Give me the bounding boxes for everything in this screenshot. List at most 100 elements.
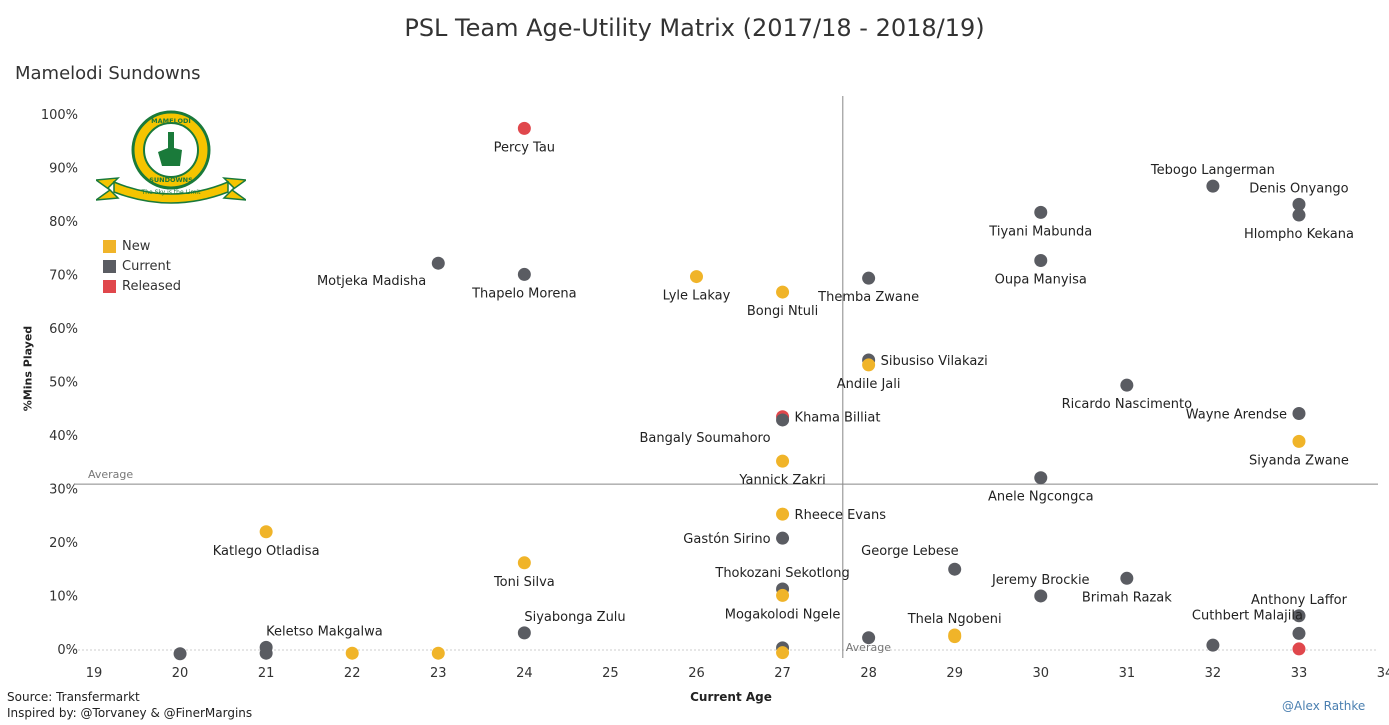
data-point[interactable] xyxy=(1292,434,1306,448)
legend-swatch-current xyxy=(103,260,116,273)
x-tick-label: 19 xyxy=(86,666,103,681)
data-point[interactable] xyxy=(173,647,187,661)
data-point[interactable] xyxy=(776,646,790,660)
author-credit[interactable]: @Alex Rathke xyxy=(1282,699,1366,713)
data-point[interactable] xyxy=(776,285,790,299)
data-point[interactable] xyxy=(517,626,531,640)
source-note: Source: Transfermarkt Inspired by: @Torv… xyxy=(7,689,252,721)
point-label: Mogakolodi Ngele xyxy=(725,607,841,622)
team-subtitle: Mamelodi Sundowns xyxy=(15,63,201,84)
data-point[interactable] xyxy=(517,267,531,281)
x-tick-label: 33 xyxy=(1291,666,1308,681)
data-point[interactable] xyxy=(1292,197,1306,211)
data-point[interactable] xyxy=(862,631,876,645)
data-point[interactable] xyxy=(259,525,273,539)
points-group: Percy Tau Tebogo Langerman Denis Onyango Hl… xyxy=(173,121,1354,661)
data-point[interactable] xyxy=(517,556,531,570)
point-label: Motjeka Madisha xyxy=(317,274,426,289)
data-point[interactable] xyxy=(1206,638,1220,652)
club-logo: MAMELODI SUNDOWNS The Sky is the Limit xyxy=(96,110,246,204)
data-point[interactable] xyxy=(517,121,531,135)
data-point[interactable] xyxy=(345,646,359,660)
y-tick-label: 70% xyxy=(49,269,78,284)
point-label: Katlego Otladisa xyxy=(213,544,320,559)
y-tick-label: 40% xyxy=(49,429,78,444)
point-label: Wayne Arendse xyxy=(1186,408,1287,423)
x-tick-label: 22 xyxy=(344,666,361,681)
data-point[interactable] xyxy=(1292,609,1306,623)
point-label: Denis Onyango xyxy=(1249,181,1348,196)
logo-ribbon-text: The Sky is the Limit xyxy=(141,189,202,196)
legend-item-current[interactable]: Current xyxy=(103,259,171,274)
point-label: George Lebese xyxy=(861,544,959,559)
data-point[interactable] xyxy=(1034,589,1048,603)
data-point[interactable] xyxy=(948,630,962,644)
point-label: Percy Tau xyxy=(494,140,555,155)
logo-bottom-text: SUNDOWNS xyxy=(149,176,193,184)
x-tick-label: 25 xyxy=(602,666,619,681)
data-point[interactable] xyxy=(1120,571,1134,585)
data-point[interactable] xyxy=(1034,205,1048,219)
legend-label-current: Current xyxy=(122,259,171,274)
legend-swatch-new xyxy=(103,240,116,253)
data-point[interactable] xyxy=(862,271,876,285)
data-point[interactable] xyxy=(1120,378,1134,392)
point-label: Brimah Razak xyxy=(1082,590,1172,605)
data-point[interactable] xyxy=(1292,208,1306,222)
data-point[interactable] xyxy=(776,588,790,602)
data-point[interactable] xyxy=(776,507,790,521)
x-axis-title: Current Age xyxy=(690,690,772,704)
source-line: Source: Transfermarkt xyxy=(7,690,140,704)
data-point[interactable] xyxy=(431,646,445,660)
legend-swatch-released xyxy=(103,280,116,293)
legend-label-released: Released xyxy=(122,279,182,294)
point-label: Thapelo Morena xyxy=(471,286,577,301)
legend-label-new: New xyxy=(122,239,151,254)
point-label: Anele Ngcongca xyxy=(988,490,1094,505)
data-point[interactable] xyxy=(948,562,962,576)
legend-item-released[interactable]: Released xyxy=(103,279,181,294)
logo-ribbon-right xyxy=(222,177,246,201)
point-label: Tebogo Langerman xyxy=(1150,163,1275,178)
point-label: Bangaly Soumahoro xyxy=(639,431,770,446)
point-label: Sibusiso Vilakazi xyxy=(881,354,988,369)
point-label: Khama Billiat xyxy=(795,411,881,426)
y-tick-label: 50% xyxy=(49,376,78,391)
data-point[interactable] xyxy=(259,646,273,660)
logo-ribbon xyxy=(113,180,229,204)
point-label: Hlompho Kekana xyxy=(1244,227,1354,242)
hand-icon xyxy=(158,132,182,166)
x-tick-label: 20 xyxy=(172,666,189,681)
point-label: Thokozani Sekotlong xyxy=(714,566,849,581)
y-tick-label: 60% xyxy=(49,322,78,337)
data-point[interactable] xyxy=(1034,471,1048,485)
legend-item-new[interactable]: New xyxy=(103,239,150,254)
point-label: Rheece Evans xyxy=(795,508,887,523)
data-point[interactable] xyxy=(1292,407,1306,421)
point-label: Siyabonga Zulu xyxy=(524,610,625,625)
y-tick-label: 90% xyxy=(49,162,78,177)
data-point[interactable] xyxy=(776,454,790,468)
chart-title: PSL Team Age-Utility Matrix (2017/18 - 2… xyxy=(404,14,985,42)
x-tick-label: 29 xyxy=(946,666,963,681)
data-point[interactable] xyxy=(776,531,790,545)
data-point[interactable] xyxy=(689,270,703,284)
logo-ribbon-left xyxy=(96,177,120,201)
data-point[interactable] xyxy=(1206,179,1220,193)
x-tick-label: 31 xyxy=(1119,666,1136,681)
point-label: Toni Silva xyxy=(493,575,555,590)
point-label: Gastón Sirino xyxy=(683,532,770,547)
x-tick-label: 30 xyxy=(1032,666,1049,681)
data-point[interactable] xyxy=(776,413,790,427)
data-point[interactable] xyxy=(1034,254,1048,268)
average-label-horizontal: Average xyxy=(88,468,133,481)
x-tick-label: 24 xyxy=(516,666,533,681)
data-point[interactable] xyxy=(1292,642,1306,656)
logo-top-text: MAMELODI xyxy=(151,117,191,125)
data-point[interactable] xyxy=(431,256,445,270)
point-label: Keletso Makgalwa xyxy=(266,624,383,639)
axes-group: 0% 10% 20% 30% 40% 50% 60% 70% 80% 90% 100% 19 20 21 2… xyxy=(41,96,1389,681)
data-point[interactable] xyxy=(1292,626,1306,640)
data-point[interactable] xyxy=(862,358,876,372)
point-label: Bongi Ntuli xyxy=(747,304,818,319)
